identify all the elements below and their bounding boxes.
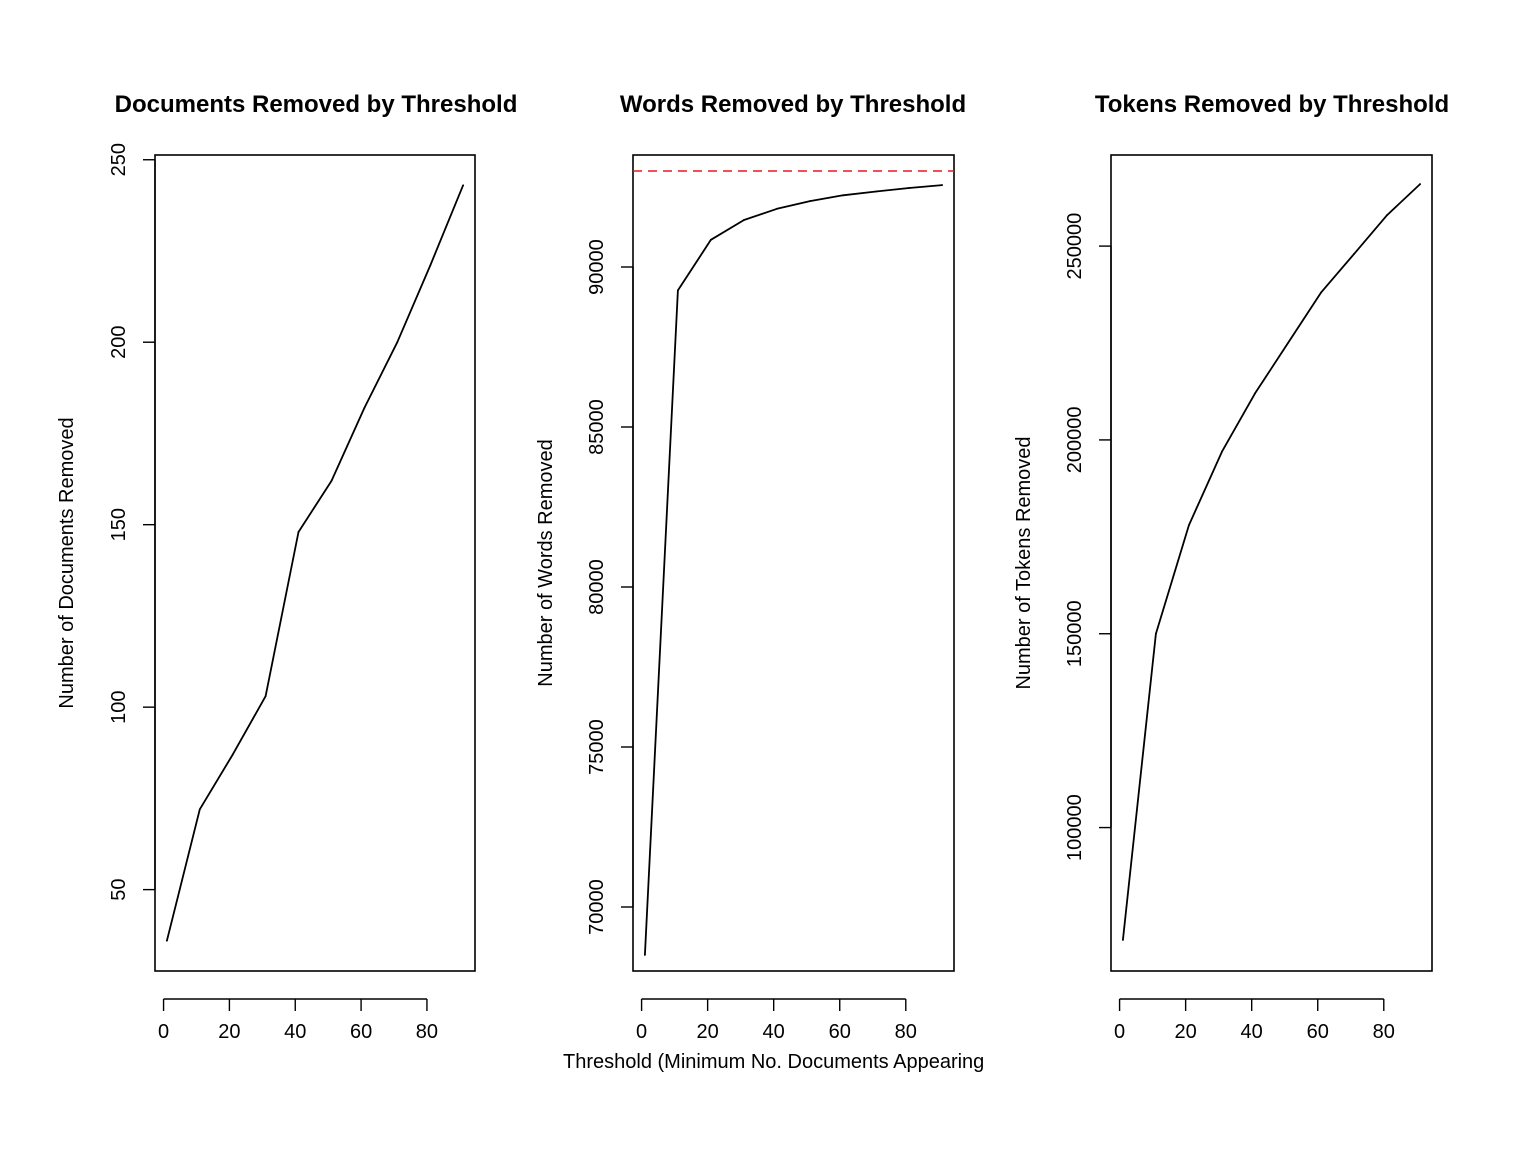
shared-x-axis-label: Threshold (Minimum No. Documents Appeari…: [563, 1051, 984, 1073]
y-tick-label: 150000: [1064, 600, 1086, 667]
data-point: [776, 207, 778, 210]
x-tick-label: 0: [636, 1021, 647, 1043]
plot-frame: [632, 154, 955, 972]
x-tick-label: 60: [350, 1021, 372, 1043]
x-tick-label: 60: [1307, 1021, 1329, 1043]
data-point: [1121, 939, 1124, 941]
x-tick-label: 40: [763, 1021, 785, 1043]
y-tick-label: 80000: [586, 559, 608, 615]
data-point: [396, 341, 399, 344]
y-tick-label: 200: [108, 326, 130, 359]
y-axis-label: Number of Tokens Removed: [1013, 436, 1035, 689]
y-tick-label: 90000: [586, 239, 608, 295]
x-tick-label: 40: [284, 1021, 306, 1043]
series-line: [166, 184, 464, 941]
plot-frame: [1110, 154, 1433, 972]
y-tick-label: 200000: [1064, 407, 1086, 474]
data-point: [1353, 252, 1355, 255]
data-point: [875, 190, 877, 193]
y-axis-label: Number of Words Removed: [535, 439, 557, 687]
series-line: [1122, 183, 1421, 941]
y-tick-label: 75000: [586, 719, 608, 775]
data-point: [297, 531, 300, 533]
panel-title: Words Removed by Threshold: [620, 91, 966, 118]
data-point: [1287, 342, 1289, 344]
data-point: [643, 954, 646, 956]
data-point: [1221, 450, 1223, 453]
plot-frame: [154, 154, 476, 972]
data-point: [1254, 392, 1256, 395]
y-tick-label: 250: [108, 143, 130, 176]
data-point: [231, 753, 234, 756]
data-point: [1419, 183, 1422, 185]
y-axis-label: Number of Documents Removed: [56, 417, 78, 708]
y-tick-label: 85000: [586, 399, 608, 455]
data-point: [710, 238, 712, 241]
panel-title: Tokens Removed by Threshold: [1095, 91, 1449, 118]
panels: Documents Removed by Threshold Number of …: [56, 91, 1449, 1043]
data-point: [462, 184, 465, 187]
data-point: [842, 194, 844, 197]
x-tick-label: 80: [416, 1021, 438, 1043]
x-tick-label: 80: [895, 1021, 917, 1043]
data-point: [677, 289, 679, 292]
panel-title: Documents Removed by Threshold: [115, 91, 518, 118]
panel-3: Tokens Removed by Threshold Number of Tok…: [1013, 91, 1449, 1043]
data-point: [198, 808, 201, 811]
data-point: [1320, 291, 1322, 294]
data-point: [941, 184, 944, 186]
data-point: [330, 479, 333, 482]
x-tick-label: 60: [829, 1021, 851, 1043]
data-point: [429, 264, 432, 267]
x-tick-label: 0: [158, 1021, 169, 1043]
data-point: [743, 219, 745, 221]
x-tick-label: 20: [218, 1021, 240, 1043]
y-tick-label: 150: [108, 508, 130, 541]
y-tick-label: 250000: [1064, 213, 1086, 280]
panel-2: Words Removed by Threshold Number of Word…: [535, 91, 966, 1043]
x-tick-label: 20: [697, 1021, 719, 1043]
y-tick-label: 50: [108, 878, 130, 900]
panel-1: Documents Removed by Threshold Number of …: [56, 91, 517, 1043]
data-point: [165, 939, 168, 942]
data-point: [809, 200, 811, 202]
y-tick-label: 70000: [586, 879, 608, 935]
series-line: [644, 184, 943, 956]
x-tick-label: 20: [1175, 1021, 1197, 1043]
data-point: [1188, 524, 1190, 527]
data-point: [1386, 214, 1388, 216]
x-tick-label: 80: [1373, 1021, 1395, 1043]
y-tick-label: 100: [108, 690, 130, 723]
data-point: [363, 407, 366, 409]
data-point: [908, 187, 910, 189]
data-point: [1155, 632, 1157, 635]
data-point: [264, 695, 267, 698]
x-tick-label: 0: [1114, 1021, 1125, 1043]
y-tick-label: 100000: [1064, 794, 1086, 861]
x-tick-label: 40: [1241, 1021, 1263, 1043]
